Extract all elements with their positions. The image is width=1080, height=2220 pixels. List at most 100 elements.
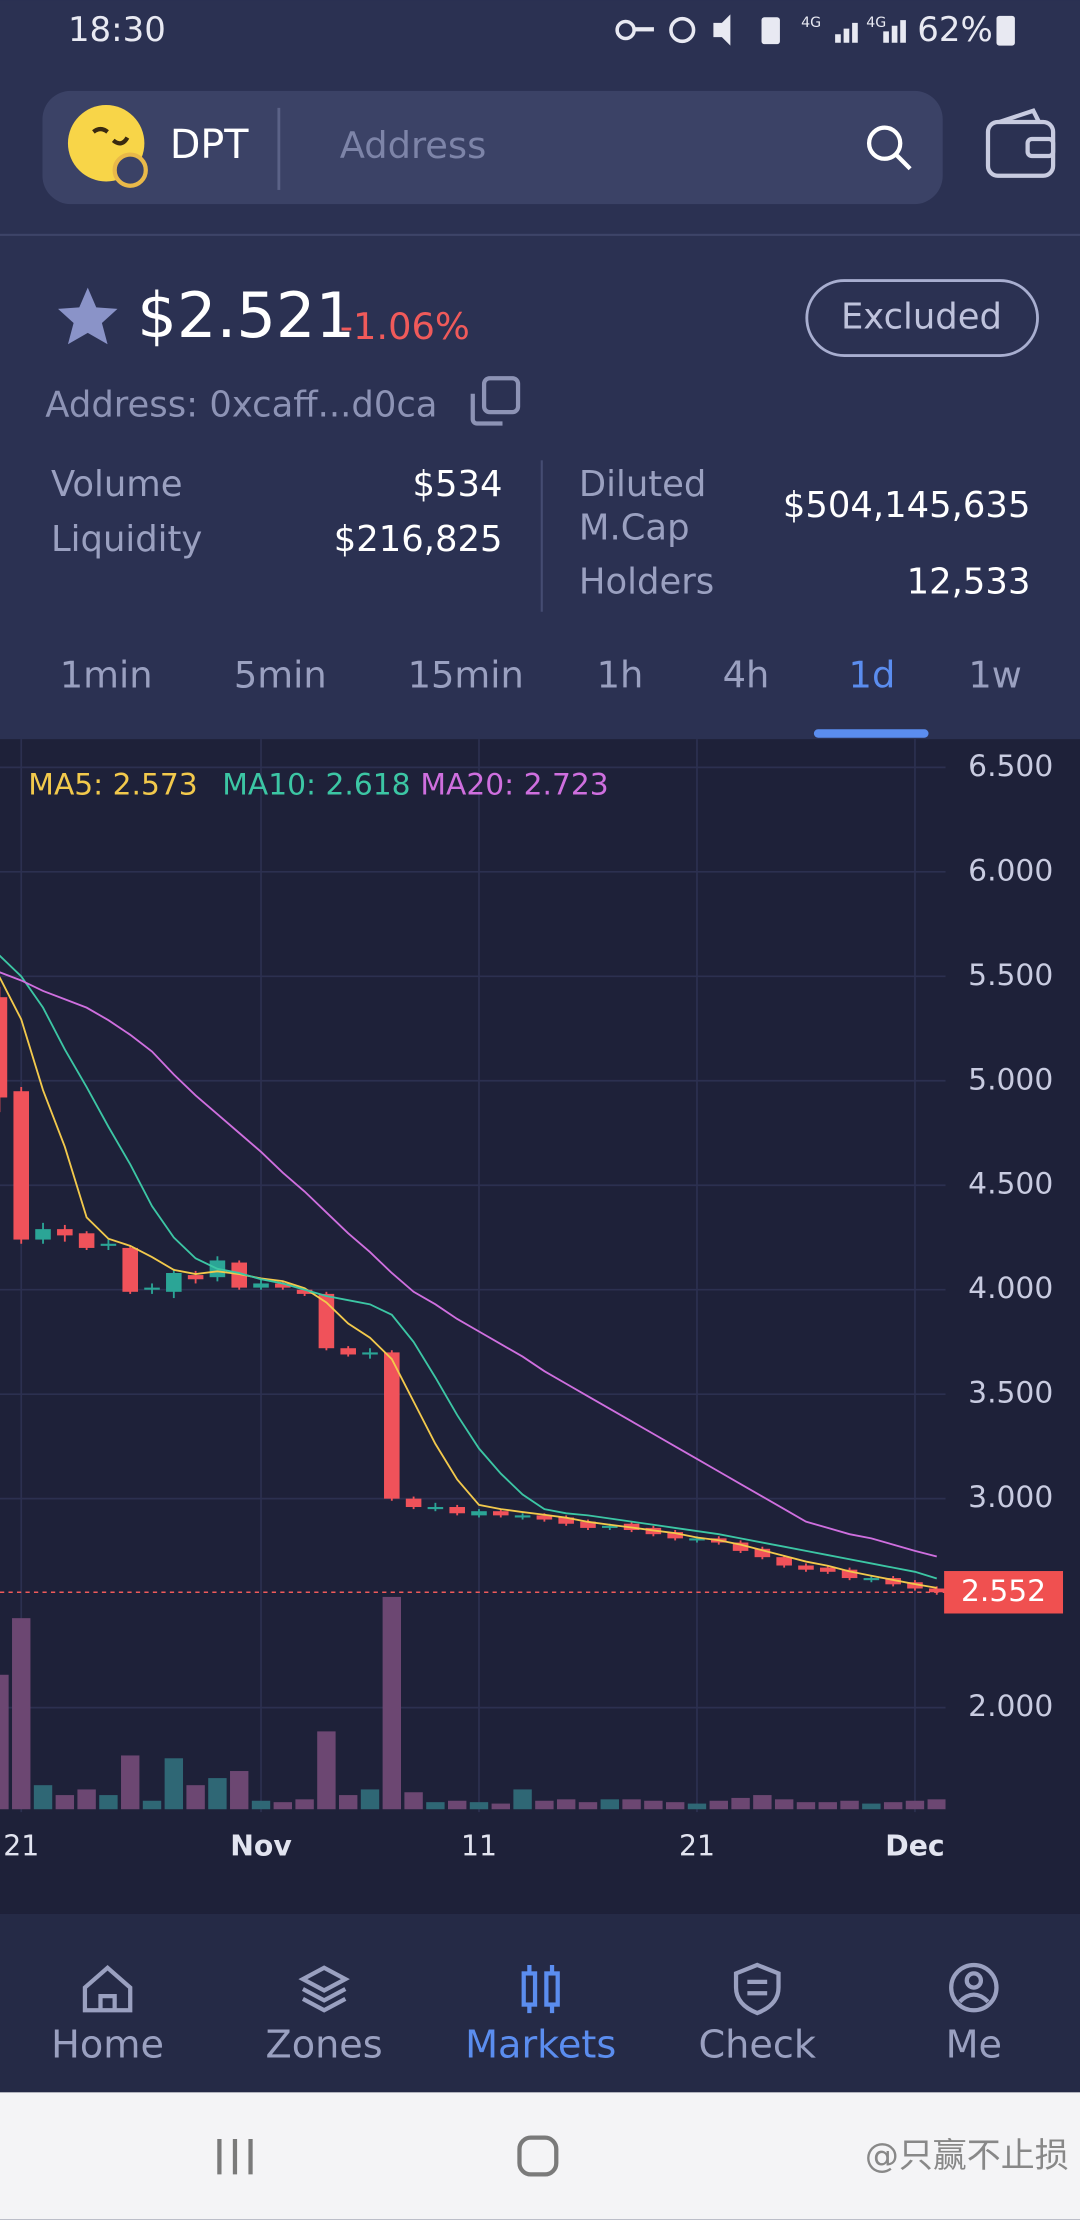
ma-line: [0, 954, 938, 1580]
grid: [0, 739, 946, 1813]
candle-body: [405, 1498, 422, 1508]
volume-bar: [644, 1800, 663, 1810]
candle-body: [340, 1348, 356, 1355]
ma-line: [0, 976, 937, 1589]
candle-body: [601, 1525, 618, 1528]
volume-bar: [339, 1795, 358, 1810]
volume-bar: [796, 1802, 816, 1810]
nav-item[interactable]: Home: [51, 2024, 164, 2068]
volume-bar: [55, 1795, 75, 1810]
candlestick-chart: 2.000 3.000 3.500 4.000 4.500 5.000 5.500 6.000…: [0, 739, 1064, 1862]
avatar-face: [92, 126, 130, 146]
timeframe-tab[interactable]: 1w: [968, 653, 1022, 696]
candle-body: [275, 1283, 291, 1288]
stats-divider: [540, 460, 543, 612]
excluded-badge[interactable]: [805, 279, 1039, 357]
timeframe-tab[interactable]: 5min: [234, 653, 327, 696]
candle-body: [166, 1272, 182, 1292]
search-placeholder[interactable]: Address: [340, 124, 487, 167]
excluded-text: Excluded: [841, 297, 1002, 338]
candle-body: [798, 1565, 814, 1570]
volume-bar: [360, 1789, 380, 1810]
timeframe-tab[interactable]: 1h: [597, 653, 644, 696]
volume-bar: [0, 1674, 9, 1810]
candle-body: [514, 1515, 531, 1518]
volume-bar: [99, 1795, 118, 1810]
volume-bar: [469, 1802, 489, 1810]
candle-body: [78, 1233, 95, 1248]
volume-bar: [186, 1785, 205, 1810]
search-divider: [277, 107, 281, 190]
active-tab-indicator: [813, 729, 929, 738]
status-icons: 4G 4G: [615, 14, 906, 46]
candle-body: [122, 1247, 139, 1292]
separator: [0, 233, 1080, 236]
plot-area: [0, 954, 946, 1810]
watermark: @只赢不止损: [865, 2136, 1069, 2176]
candle-body: [449, 1507, 465, 1514]
volume-bar: [731, 1797, 750, 1810]
candle-body: [863, 1578, 880, 1581]
candle-body: [841, 1569, 858, 1579]
x-tick-label: Dec: [885, 1829, 944, 1862]
candle-body: [885, 1578, 901, 1585]
system-bar: [0, 2092, 1080, 2220]
nav-item[interactable]: Markets: [465, 2024, 616, 2068]
legend-entry: MA10: 2.618: [222, 767, 410, 802]
svg-text:4G: 4G: [801, 15, 821, 31]
y-tick-label: 4.500: [968, 1167, 1053, 1202]
stat-value: $504,145,635: [783, 485, 1031, 526]
nav-item[interactable]: Zones: [266, 2024, 383, 2068]
candle-body: [536, 1515, 553, 1520]
favorite-star[interactable]: [58, 287, 118, 345]
volume-bar: [295, 1799, 314, 1810]
volume-bar: [251, 1800, 271, 1810]
token-address: Address: 0xcaff...d0ca: [45, 385, 437, 426]
timeframe-tab[interactable]: 1d: [849, 653, 896, 696]
candle-body: [253, 1283, 269, 1288]
candle-body: [667, 1532, 683, 1539]
volume-bar: [556, 1799, 576, 1810]
timeframe-tab[interactable]: 4h: [723, 653, 770, 696]
volume-bar: [77, 1789, 96, 1810]
volume-bar: [818, 1802, 837, 1810]
timeframe-tab[interactable]: 15min: [408, 653, 524, 696]
candle-body: [0, 997, 8, 1098]
volume-bar: [164, 1758, 184, 1810]
current-price-box: [944, 1571, 1064, 1614]
legend-entry: MA20: 2.723: [420, 767, 608, 802]
volume-bar: [883, 1802, 903, 1810]
search-icon[interactable]: [866, 125, 912, 171]
volume-bar: [665, 1802, 685, 1810]
copy-icon[interactable]: [470, 376, 521, 426]
svg-text:4G: 4G: [866, 15, 886, 31]
nav-item[interactable]: Me: [946, 2024, 1002, 2068]
volume-bar: [622, 1799, 641, 1810]
x-tick-label: 11: [461, 1829, 497, 1862]
stat-value: $216,825: [334, 519, 503, 560]
volume-bar: [840, 1800, 859, 1810]
y-tick-label: 3.000: [968, 1480, 1053, 1515]
wallet-icon[interactable]: [985, 108, 1056, 178]
candle-body: [754, 1548, 771, 1558]
chain-badge: [112, 152, 148, 188]
nav-item[interactable]: Check: [699, 2024, 817, 2068]
volume-bar: [208, 1778, 227, 1810]
volume-bar: [33, 1785, 53, 1810]
candle-body: [362, 1352, 378, 1355]
volume-bar: [230, 1771, 249, 1810]
volume-bar: [535, 1800, 554, 1810]
search-box[interactable]: [42, 90, 943, 205]
stat-label: Holders: [579, 561, 714, 602]
volume-bar: [687, 1803, 707, 1810]
timeframe-tab[interactable]: 1min: [60, 653, 153, 696]
status-battery: 62%: [917, 10, 993, 50]
system-nav-icons: [217, 2135, 559, 2177]
volume-bar: [774, 1799, 794, 1810]
y-tick-label: 3.500: [968, 1376, 1053, 1411]
volume-bar: [382, 1596, 402, 1810]
x-tick-label: 21: [679, 1829, 715, 1862]
candle-body: [732, 1542, 749, 1551]
nav-background: [0, 1913, 1080, 2093]
